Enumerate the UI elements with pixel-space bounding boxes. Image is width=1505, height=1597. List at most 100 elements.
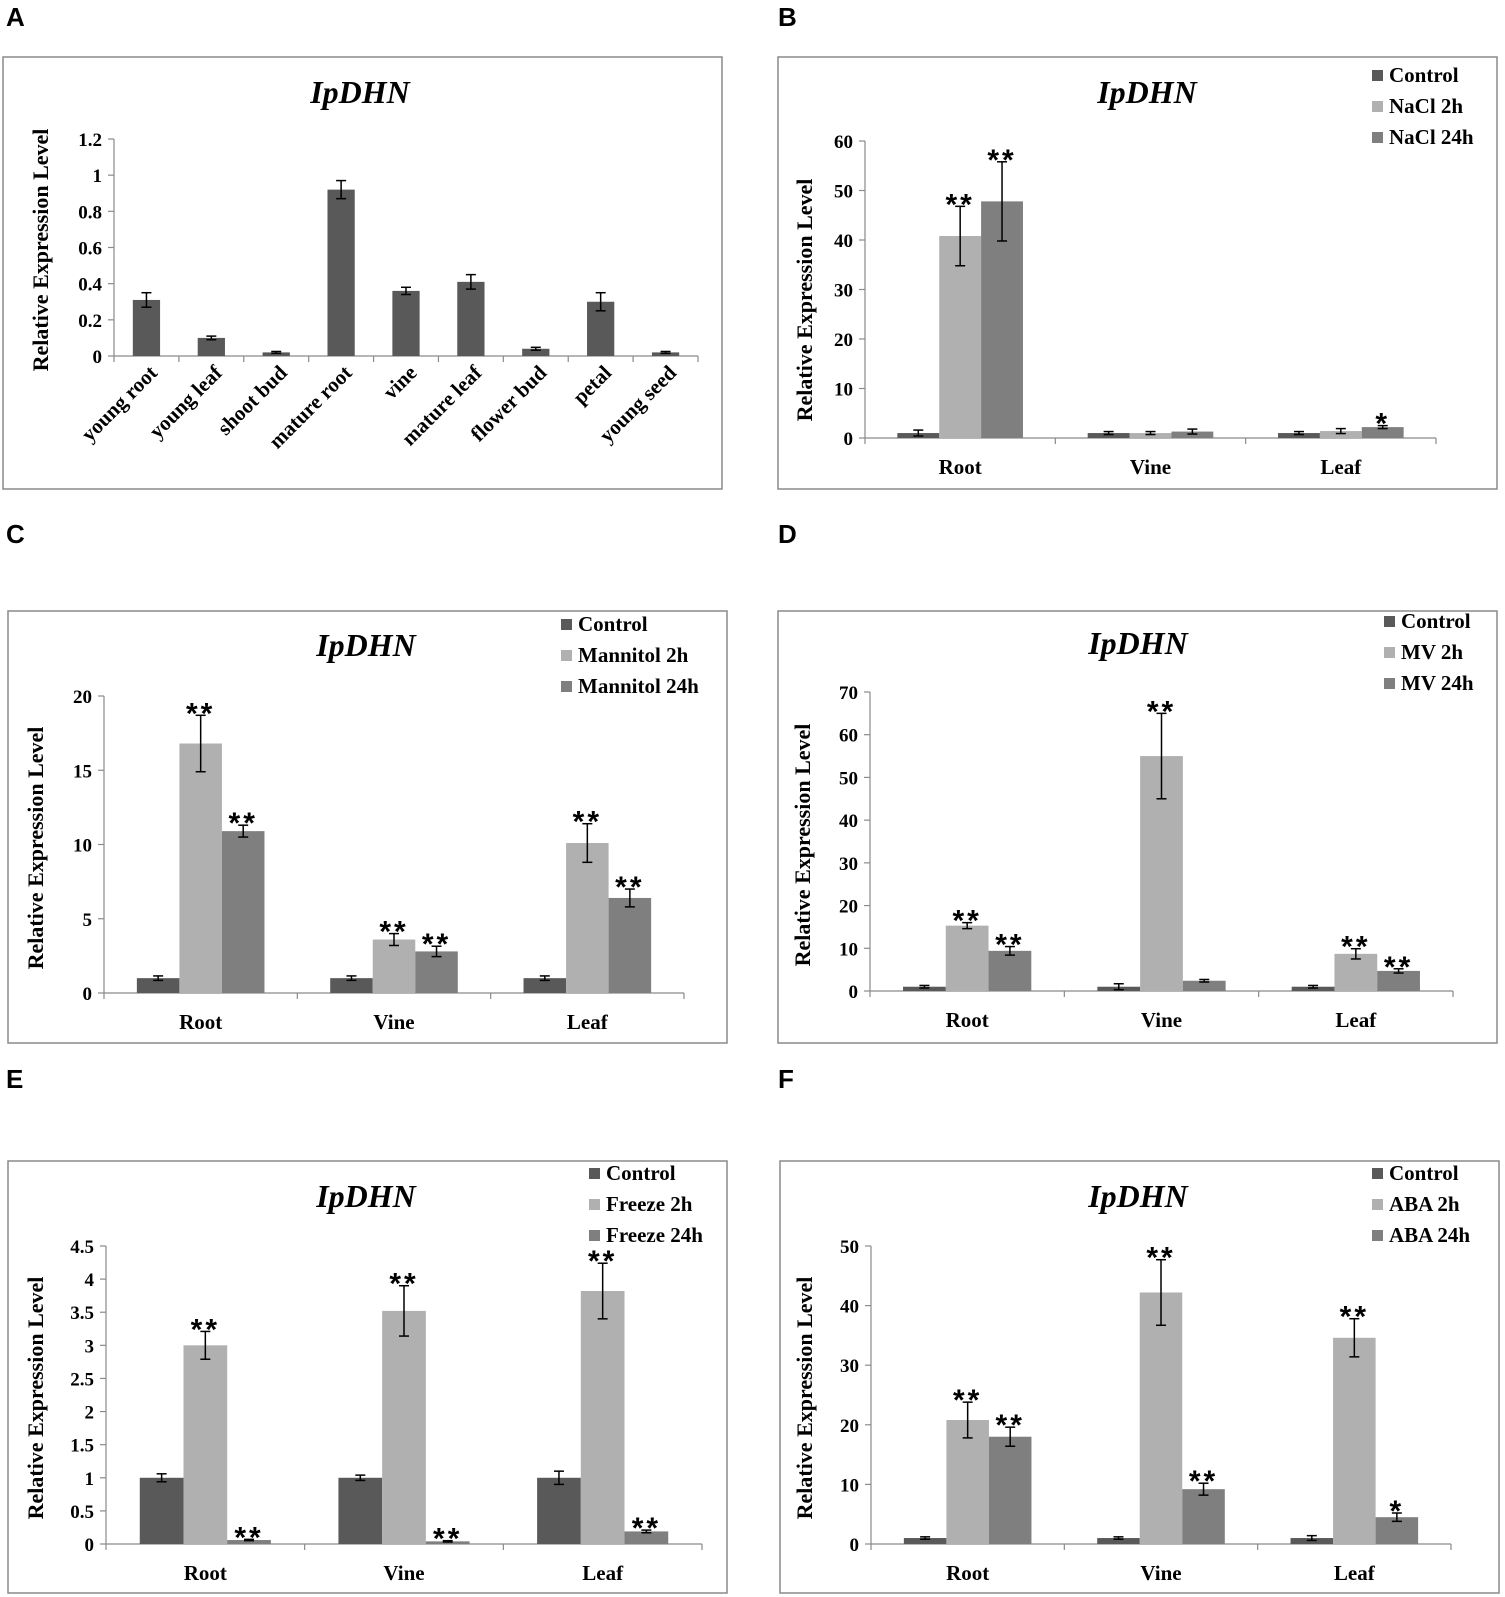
y-tick-label: 1.2: [78, 130, 102, 151]
bar: [457, 281, 485, 356]
x-category-label: Root: [946, 1561, 989, 1585]
chart-panel-e: IpDHN Relative Expression Level 0 0.5 1 1.5 2 2…: [7, 1160, 728, 1594]
bar: [651, 352, 680, 356]
x-category-label: Vine: [373, 1010, 414, 1034]
bar: [221, 831, 265, 993]
panel-label-e: E: [6, 1064, 24, 1094]
y-tick-label: 0.5: [70, 1502, 94, 1523]
bar: [580, 1291, 625, 1544]
legend-swatch: [561, 650, 572, 661]
y-tick-label: 0.2: [78, 311, 102, 332]
y-tick-label: 70: [839, 683, 858, 704]
x-category-label: Vine: [1141, 1008, 1182, 1032]
significance-marker: *: [1375, 408, 1390, 441]
y-tick-label: 10: [834, 380, 853, 401]
chart-frame: [777, 56, 1498, 490]
bar: [1278, 433, 1320, 438]
x-category-label: Root: [184, 1561, 227, 1585]
bar: [939, 236, 982, 438]
significance-marker: **: [945, 188, 974, 221]
bar: [392, 290, 420, 356]
y-tick-label: 20: [834, 330, 853, 351]
legend-swatch: [561, 681, 572, 692]
chart-frame: [2, 56, 723, 490]
bar: [1087, 433, 1130, 438]
y-tick-label: 0.6: [78, 239, 102, 260]
significance-marker: **: [229, 807, 258, 840]
legend-label: Mannitol 2h: [578, 643, 689, 667]
x-category-label: Leaf: [1334, 1561, 1376, 1585]
bar: [136, 978, 180, 993]
bar: [988, 950, 1032, 991]
bar: [946, 1420, 989, 1544]
legend-swatch: [589, 1199, 600, 1210]
significance-marker: **: [389, 1268, 418, 1301]
y-tick-label: 20: [839, 897, 858, 918]
significance-marker: **: [1341, 931, 1370, 964]
legend-swatch: [1384, 678, 1395, 689]
y-tick-label: 30: [839, 854, 858, 875]
chart-title: IpDHN: [315, 1178, 417, 1214]
x-category-label: Vine: [1130, 455, 1171, 479]
x-category-label: Vine: [1140, 1561, 1181, 1585]
y-tick-label: 40: [839, 811, 858, 832]
y-tick-label: 40: [840, 1297, 859, 1318]
bar: [1182, 1489, 1225, 1544]
bar: [415, 951, 458, 993]
bar: [197, 337, 225, 356]
y-tick-label: 2.5: [70, 1369, 94, 1390]
significance-marker: **: [588, 1245, 617, 1278]
legend-swatch: [589, 1168, 600, 1179]
chart-title: IpDHN: [309, 74, 411, 110]
bar: [903, 1538, 947, 1544]
legend-swatch: [1372, 1168, 1383, 1179]
legend-swatch: [1372, 101, 1383, 112]
significance-marker: **: [953, 1384, 982, 1417]
significance-marker: **: [379, 916, 408, 949]
y-axis-label: Relative Expression Level: [23, 1277, 48, 1520]
bar: [132, 299, 161, 356]
y-tick-label: 30: [834, 281, 853, 302]
bar: [1182, 980, 1226, 991]
y-tick-label: 1: [85, 1469, 95, 1490]
y-tick-label: 0: [85, 1535, 95, 1556]
y-tick-label: 4: [85, 1270, 95, 1291]
x-category-label: Root: [179, 1010, 222, 1034]
significance-marker: **: [191, 1313, 220, 1346]
y-tick-label: 3: [85, 1336, 95, 1357]
y-tick-label: 10: [840, 1475, 859, 1496]
y-tick-label: 0: [850, 1535, 860, 1556]
x-category-label: Root: [939, 455, 982, 479]
significance-marker: **: [996, 1409, 1025, 1442]
legend-swatch: [1372, 1199, 1383, 1210]
bar: [1334, 953, 1378, 991]
bar: [537, 1477, 581, 1544]
bar: [327, 189, 355, 356]
significance-marker: **: [1340, 1301, 1369, 1334]
y-axis-label: Relative Expression Level: [23, 727, 48, 970]
legend-label: Control: [1389, 1161, 1459, 1185]
bar: [1319, 431, 1362, 438]
significance-marker: **: [987, 144, 1016, 177]
y-tick-label: 4.5: [70, 1237, 94, 1258]
bar: [338, 1477, 383, 1544]
bar: [566, 843, 609, 993]
x-category-label: Root: [946, 1008, 989, 1032]
y-axis-label: Relative Expression Level: [792, 1277, 817, 1520]
y-tick-label: 40: [834, 231, 853, 252]
y-tick-label: 0: [844, 429, 854, 450]
y-tick-label: 50: [839, 768, 858, 789]
significance-marker: **: [1146, 1242, 1175, 1275]
y-axis-label: Relative Expression Level: [792, 179, 817, 422]
bar: [624, 1531, 669, 1544]
y-tick-label: 1: [93, 166, 103, 187]
legend-swatch: [1384, 647, 1395, 658]
y-tick-label: 30: [840, 1356, 859, 1377]
bar: [227, 1540, 271, 1544]
bar: [945, 925, 989, 991]
x-category-label: Vine: [383, 1561, 424, 1585]
legend-label: NaCl 2h: [1389, 94, 1463, 118]
y-tick-label: 2: [85, 1403, 95, 1424]
legend-label: ABA 2h: [1389, 1192, 1460, 1216]
